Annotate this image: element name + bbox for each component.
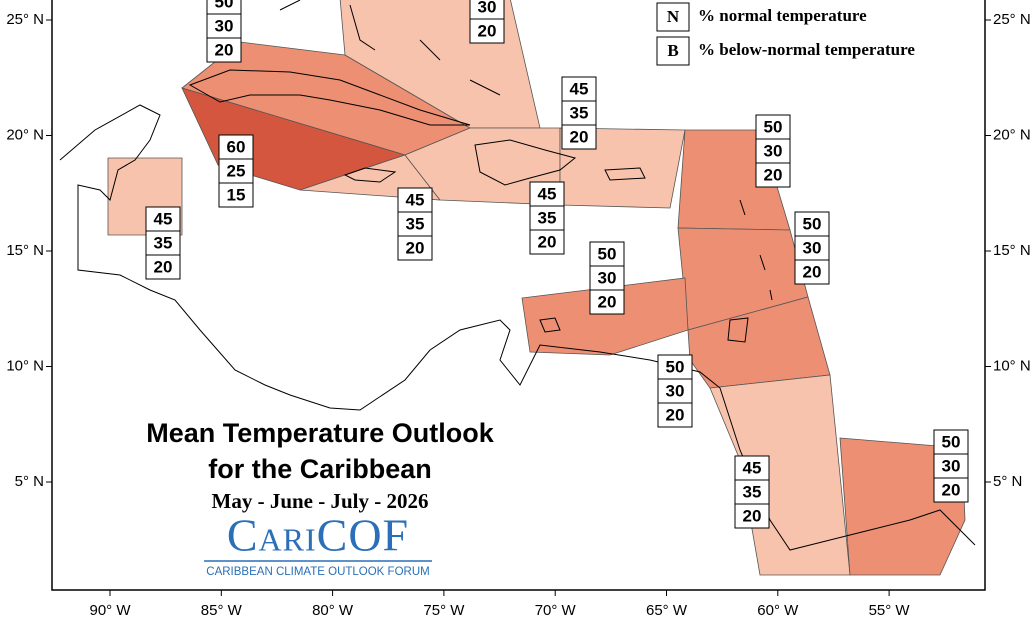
prob-cell <box>657 402 693 428</box>
prob-value: 50 <box>803 214 822 233</box>
prob-value: 20 <box>803 262 822 281</box>
prob-cell <box>589 289 625 315</box>
prob-value: 15 <box>227 185 246 204</box>
x-tick-label: 75° W <box>423 602 465 619</box>
prob-value: 30 <box>803 238 822 257</box>
legend-label: % below-normal temperature <box>698 40 915 59</box>
prob-value: 30 <box>215 16 234 35</box>
prob-value: 20 <box>743 506 762 525</box>
prob-value: 20 <box>154 257 173 276</box>
prob-cell <box>734 479 770 505</box>
prob-value: 35 <box>743 482 762 501</box>
prob-value: 30 <box>666 381 685 400</box>
prob-value: 35 <box>406 214 425 233</box>
prob-value: 25 <box>227 161 246 180</box>
prob-cell <box>561 100 597 126</box>
legend-key-box <box>656 36 690 66</box>
prob-value: 30 <box>942 456 961 475</box>
prob-value: 45 <box>743 458 762 477</box>
y-tick-label: 5° N <box>15 473 44 490</box>
x-tick-label: 70° W <box>535 602 577 619</box>
prob-value: 45 <box>570 79 589 98</box>
period: May - June - July - 2026 <box>212 489 429 513</box>
prob-value: 45 <box>538 184 557 203</box>
prob-cell <box>794 259 830 285</box>
prob-cell <box>529 229 565 255</box>
prob-value: 20 <box>406 238 425 257</box>
prob-value: 45 <box>406 190 425 209</box>
prob-value: 50 <box>764 117 783 136</box>
prob-value: 50 <box>215 0 234 11</box>
y-tick-label: 25° N <box>993 11 1031 28</box>
prob-value: 20 <box>764 165 783 184</box>
prob-value: 50 <box>598 244 617 263</box>
y-tick-label: 10° N <box>6 357 44 374</box>
prob-cell <box>469 18 505 44</box>
region <box>709 374 851 576</box>
prob-value: 35 <box>570 103 589 122</box>
prob-cell <box>218 134 254 160</box>
region <box>521 277 689 356</box>
prob-value: 50 <box>666 357 685 376</box>
prob-cell <box>755 138 791 164</box>
prob-value: 20 <box>538 232 557 251</box>
y-tick-label: 15° N <box>993 242 1031 259</box>
legend: N % normal temperature B % below-normal tem… <box>656 2 915 66</box>
prob-cell <box>218 158 254 184</box>
prob-cell <box>218 182 254 208</box>
x-tick-label: 65° W <box>646 602 688 619</box>
prob-cell <box>933 429 969 455</box>
x-tick-label: 55° W <box>869 602 911 619</box>
prob-value: 45 <box>154 209 173 228</box>
prob-value: 30 <box>478 0 497 16</box>
prob-cell <box>589 265 625 291</box>
prob-value: 20 <box>215 40 234 59</box>
prob-cell <box>794 235 830 261</box>
y-tick-label: 20° N <box>6 126 44 143</box>
legend-key: B <box>667 41 678 60</box>
y-tick-label: 25° N <box>6 11 44 28</box>
prob-value: 50 <box>942 432 961 451</box>
y-tick-label: 5° N <box>993 473 1022 490</box>
logo-tagline: CARIBBEAN CLIMATE OUTLOOK FORUM <box>206 566 429 578</box>
subtitle: for the Caribbean <box>208 454 432 484</box>
map-frame <box>51 0 986 591</box>
prob-value: 35 <box>538 208 557 227</box>
legend-label: % normal temperature <box>698 6 867 25</box>
prob-value: 30 <box>764 141 783 160</box>
prob-cell <box>589 241 625 267</box>
x-tick-label: 60° W <box>757 602 799 619</box>
legend-key: N <box>667 7 680 26</box>
x-tick-label: 80° W <box>312 602 354 619</box>
prob-cell <box>657 378 693 404</box>
prob-cell <box>145 254 181 280</box>
y-tick-label: 15° N <box>6 242 44 259</box>
prob-cell <box>933 477 969 503</box>
x-tick-label: 85° W <box>201 602 243 619</box>
legend-key-box <box>656 2 690 32</box>
prob-value: 60 <box>227 137 246 156</box>
prob-value: 30 <box>598 268 617 287</box>
prob-cell <box>755 162 791 188</box>
prob-value: 20 <box>666 405 685 424</box>
prob-cell <box>755 114 791 140</box>
prob-value: 20 <box>942 480 961 499</box>
prob-value: 20 <box>598 292 617 311</box>
prob-value: 20 <box>478 21 497 40</box>
title: Mean Temperature Outlook <box>146 418 495 448</box>
prob-cell <box>529 181 565 207</box>
prob-cell <box>145 230 181 256</box>
logo: CariCOF <box>227 510 409 561</box>
prob-cell <box>397 235 433 261</box>
prob-cell <box>561 124 597 150</box>
prob-value: 35 <box>154 233 173 252</box>
prob-cell <box>734 503 770 529</box>
y-tick-label: 20° N <box>993 126 1031 143</box>
prob-cell <box>206 37 242 63</box>
prob-value: 20 <box>570 127 589 146</box>
y-tick-label: 10° N <box>993 357 1031 374</box>
x-tick-label: 90° W <box>89 602 131 619</box>
